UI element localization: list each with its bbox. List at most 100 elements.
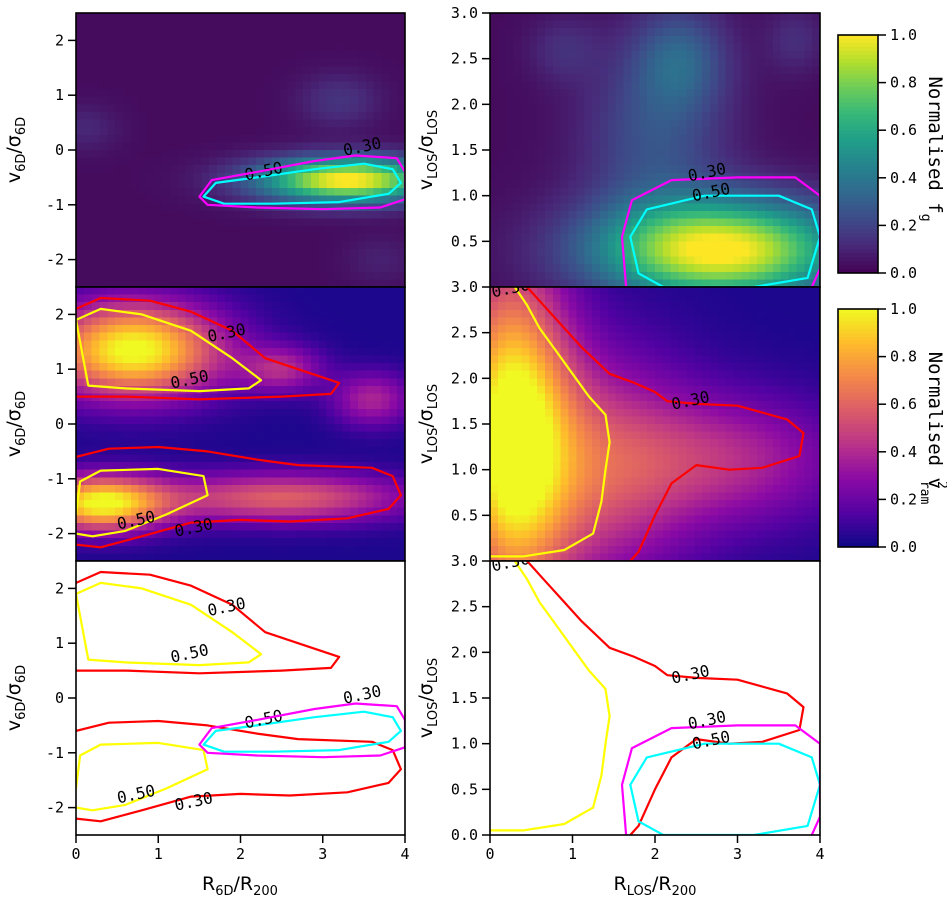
heatmap-cell <box>115 150 124 159</box>
heatmap-cell <box>497 287 507 296</box>
heatmap-cell <box>232 96 242 105</box>
heatmap-cell <box>279 378 289 387</box>
heatmap-cell <box>497 218 507 227</box>
heatmap-cell <box>576 104 585 113</box>
heatmap-cell <box>107 20 116 29</box>
heatmap-cell <box>749 89 758 98</box>
heatmap-cell <box>295 241 304 250</box>
heatmap-cell <box>209 165 218 174</box>
heatmap-cell <box>568 553 578 561</box>
heatmap-cell <box>780 134 790 143</box>
heatmap-cell <box>381 20 390 29</box>
heatmap-cell <box>170 96 179 105</box>
heatmap-cell <box>702 271 711 280</box>
heatmap-cell <box>521 172 530 182</box>
heatmap-cell <box>91 96 101 105</box>
heatmap-cell <box>271 416 281 425</box>
heatmap-cell <box>256 530 265 539</box>
heatmap-cell <box>796 127 805 136</box>
heatmap-cell <box>138 58 148 67</box>
heatmap-cell <box>115 195 124 204</box>
heatmap-cell <box>115 363 124 372</box>
heatmap-cell <box>107 469 116 478</box>
heatmap-cell <box>256 58 265 67</box>
heatmap-cell <box>552 81 562 90</box>
heatmap-cell <box>334 385 343 395</box>
y-tick-label: 2.0 <box>451 95 478 113</box>
heatmap-cell <box>497 264 507 273</box>
heatmap-cell <box>607 241 617 250</box>
heatmap-cell <box>115 226 124 235</box>
heatmap-cell <box>505 401 515 410</box>
heatmap-cell <box>568 210 578 220</box>
heatmap-cell <box>717 279 727 287</box>
heatmap-cell <box>662 157 672 166</box>
heatmap-cell <box>560 332 570 341</box>
heatmap-cell <box>397 165 405 174</box>
heatmap-cell <box>271 454 281 463</box>
heatmap-cell <box>248 477 257 486</box>
heatmap-cell <box>710 104 719 113</box>
heatmap-cell <box>568 241 578 250</box>
heatmap-cell <box>232 309 242 319</box>
heatmap-cell <box>350 500 359 509</box>
heatmap-cell <box>83 13 93 22</box>
heatmap-cell <box>497 150 507 159</box>
heatmap-cell <box>162 150 171 159</box>
heatmap-cell <box>545 446 554 456</box>
heatmap-cell <box>287 256 296 265</box>
heatmap-cell <box>389 492 398 501</box>
heatmap-cell <box>99 111 108 121</box>
heatmap-cell <box>264 424 273 433</box>
heatmap-cell <box>342 500 351 509</box>
heatmap-cell <box>678 226 688 235</box>
heatmap-cell <box>694 188 703 197</box>
heatmap-cell <box>193 408 202 417</box>
heatmap-cell <box>279 325 289 334</box>
heatmap-cell <box>326 538 336 547</box>
heatmap-cell <box>389 378 398 387</box>
heatmap-cell <box>615 51 625 60</box>
heatmap-cell <box>490 439 499 448</box>
heatmap-cell <box>365 58 375 67</box>
heatmap-cell <box>326 500 336 509</box>
heatmap-cell <box>670 58 680 67</box>
heatmap-cell <box>287 309 296 319</box>
heatmap-cell <box>123 28 132 37</box>
heatmap-cell <box>240 401 249 410</box>
heatmap-cell <box>115 530 124 539</box>
heatmap-cell <box>358 180 367 189</box>
heatmap-cell <box>615 134 625 143</box>
heatmap-cell <box>232 157 242 166</box>
heatmap-cell <box>138 462 148 471</box>
heatmap-cell <box>326 256 336 265</box>
heatmap-cell <box>568 58 578 67</box>
heatmap-cell <box>537 165 546 174</box>
heatmap-cell <box>373 522 383 532</box>
heatmap-cell <box>256 248 265 258</box>
heatmap-cell <box>623 104 633 113</box>
heatmap-cell <box>812 58 820 67</box>
heatmap-cell <box>232 370 242 379</box>
heatmap-cell <box>560 492 570 501</box>
heatmap-cell <box>232 165 242 174</box>
heatmap-cell <box>170 256 179 265</box>
heatmap-cell <box>256 81 265 90</box>
heatmap-cell <box>490 393 499 402</box>
heatmap-cell <box>232 408 242 417</box>
heatmap-cell <box>162 248 171 258</box>
heatmap-cell <box>123 515 132 524</box>
heatmap-cell <box>99 180 108 189</box>
heatmap-cell <box>607 43 617 52</box>
heatmap-cell <box>146 363 155 372</box>
heatmap-cell <box>350 477 359 486</box>
y-tick-label: 1.5 <box>451 141 478 159</box>
heatmap-cell <box>209 66 218 75</box>
heatmap-cell <box>248 142 257 151</box>
heatmap-cell <box>702 20 711 29</box>
heatmap-cell <box>710 165 719 174</box>
heatmap-cell <box>201 538 210 547</box>
heatmap-cell <box>177 111 187 121</box>
heatmap-cell <box>342 233 351 242</box>
heatmap-cell <box>209 393 218 402</box>
